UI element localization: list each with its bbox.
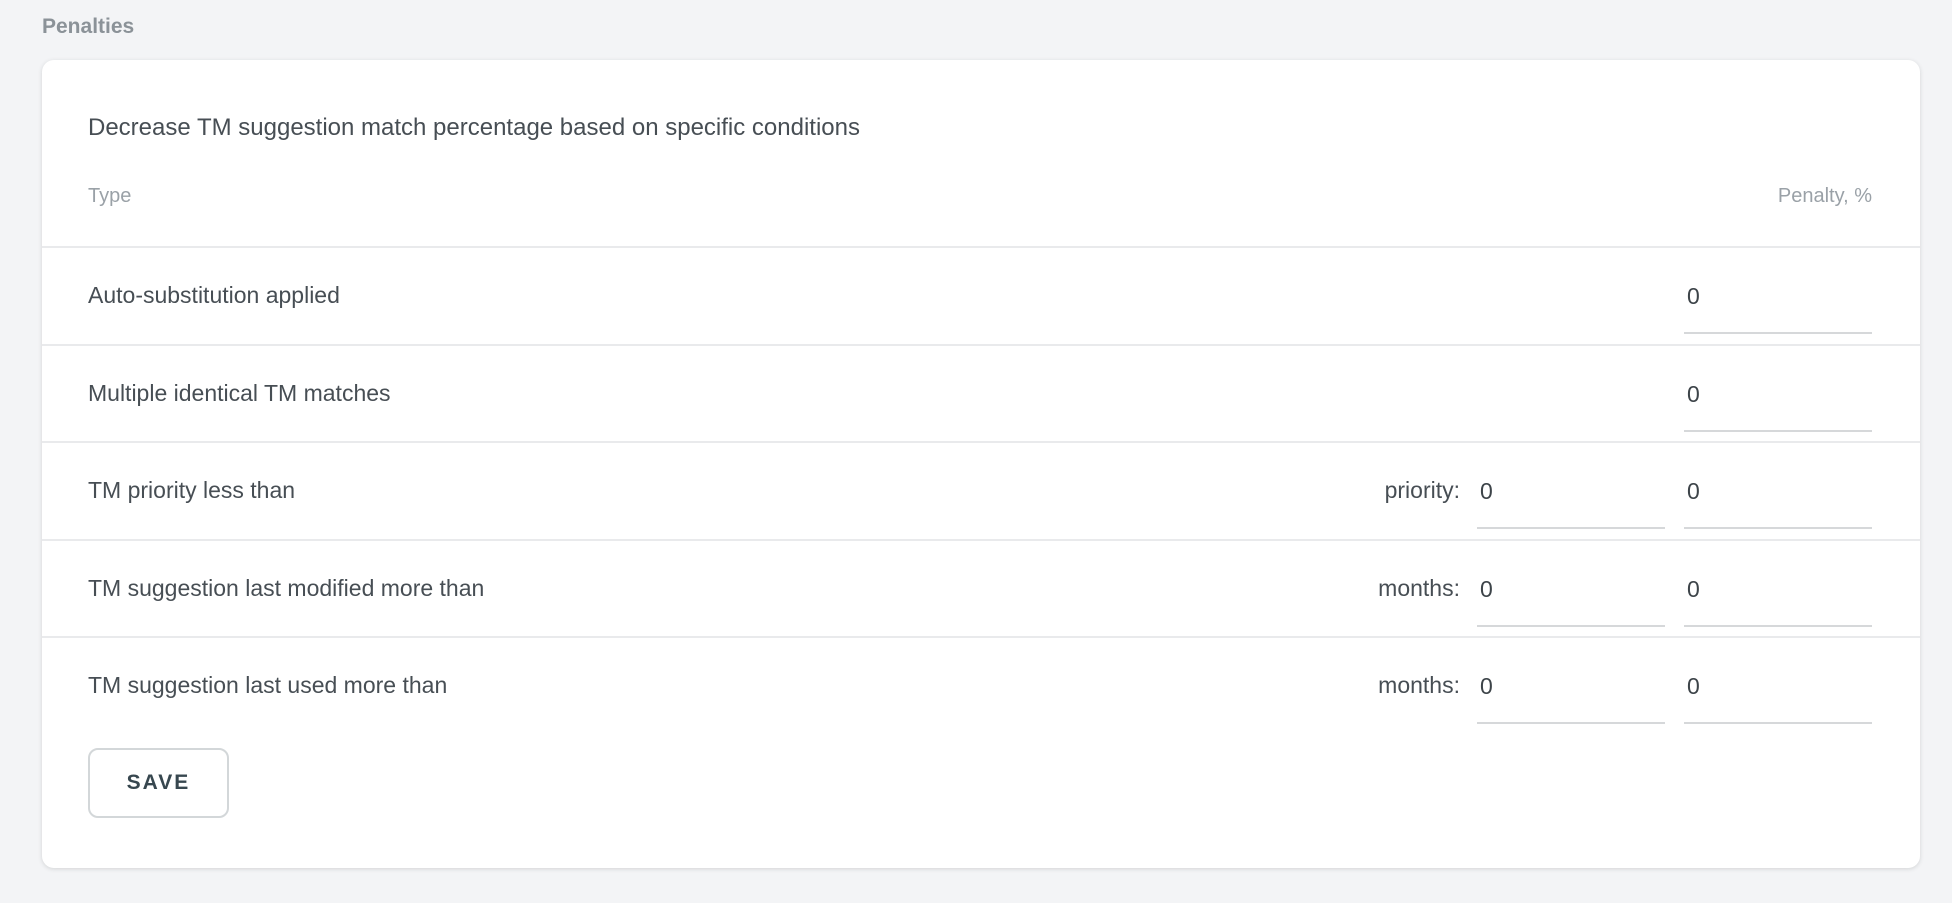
penalty-input[interactable] <box>1684 575 1872 627</box>
table-row: TM priority less than priority: <box>42 441 1920 539</box>
penalty-input[interactable] <box>1684 283 1872 335</box>
months-input[interactable] <box>1477 673 1665 725</box>
page-title: Penalties <box>42 15 135 38</box>
table-row: TM suggestion last used more than months: <box>42 636 1920 734</box>
table-row: TM suggestion last modified more than mon… <box>42 538 1920 637</box>
row-label: Auto-substitution applied <box>88 282 340 309</box>
penalty-input[interactable] <box>1684 478 1872 530</box>
condition-label: months: <box>1378 672 1460 699</box>
column-header-type: Type <box>88 185 132 207</box>
condition-label: priority: <box>1384 477 1460 504</box>
table-row: Auto-substitution applied <box>42 246 1920 344</box>
row-label: TM suggestion last used more than <box>88 672 448 699</box>
card-title: Decrease TM suggestion match percentage … <box>88 114 860 141</box>
table-row: Multiple identical TM matches <box>42 343 1920 442</box>
months-input[interactable] <box>1477 575 1665 627</box>
row-label: TM suggestion last modified more than <box>88 574 485 601</box>
condition-label: months: <box>1378 574 1460 601</box>
card-footer: SAVE <box>42 734 1920 868</box>
penalty-input[interactable] <box>1684 673 1872 725</box>
penalties-page: Penalties Decrease TM suggestion match p… <box>42 15 1920 868</box>
penalties-card: Decrease TM suggestion match percentage … <box>42 60 1920 868</box>
penalties-table: Auto-substitution applied Multiple identi… <box>42 246 1920 734</box>
penalty-input[interactable] <box>1684 380 1872 432</box>
row-label: TM priority less than <box>88 477 296 504</box>
priority-input[interactable] <box>1477 478 1665 530</box>
column-header-penalty: Penalty, % <box>1777 185 1872 207</box>
save-button[interactable]: SAVE <box>88 747 229 818</box>
table-column-headers: Type Penalty, % <box>88 184 1872 208</box>
card-header: Decrease TM suggestion match percentage … <box>42 60 1920 246</box>
row-label: Multiple identical TM matches <box>88 379 391 406</box>
